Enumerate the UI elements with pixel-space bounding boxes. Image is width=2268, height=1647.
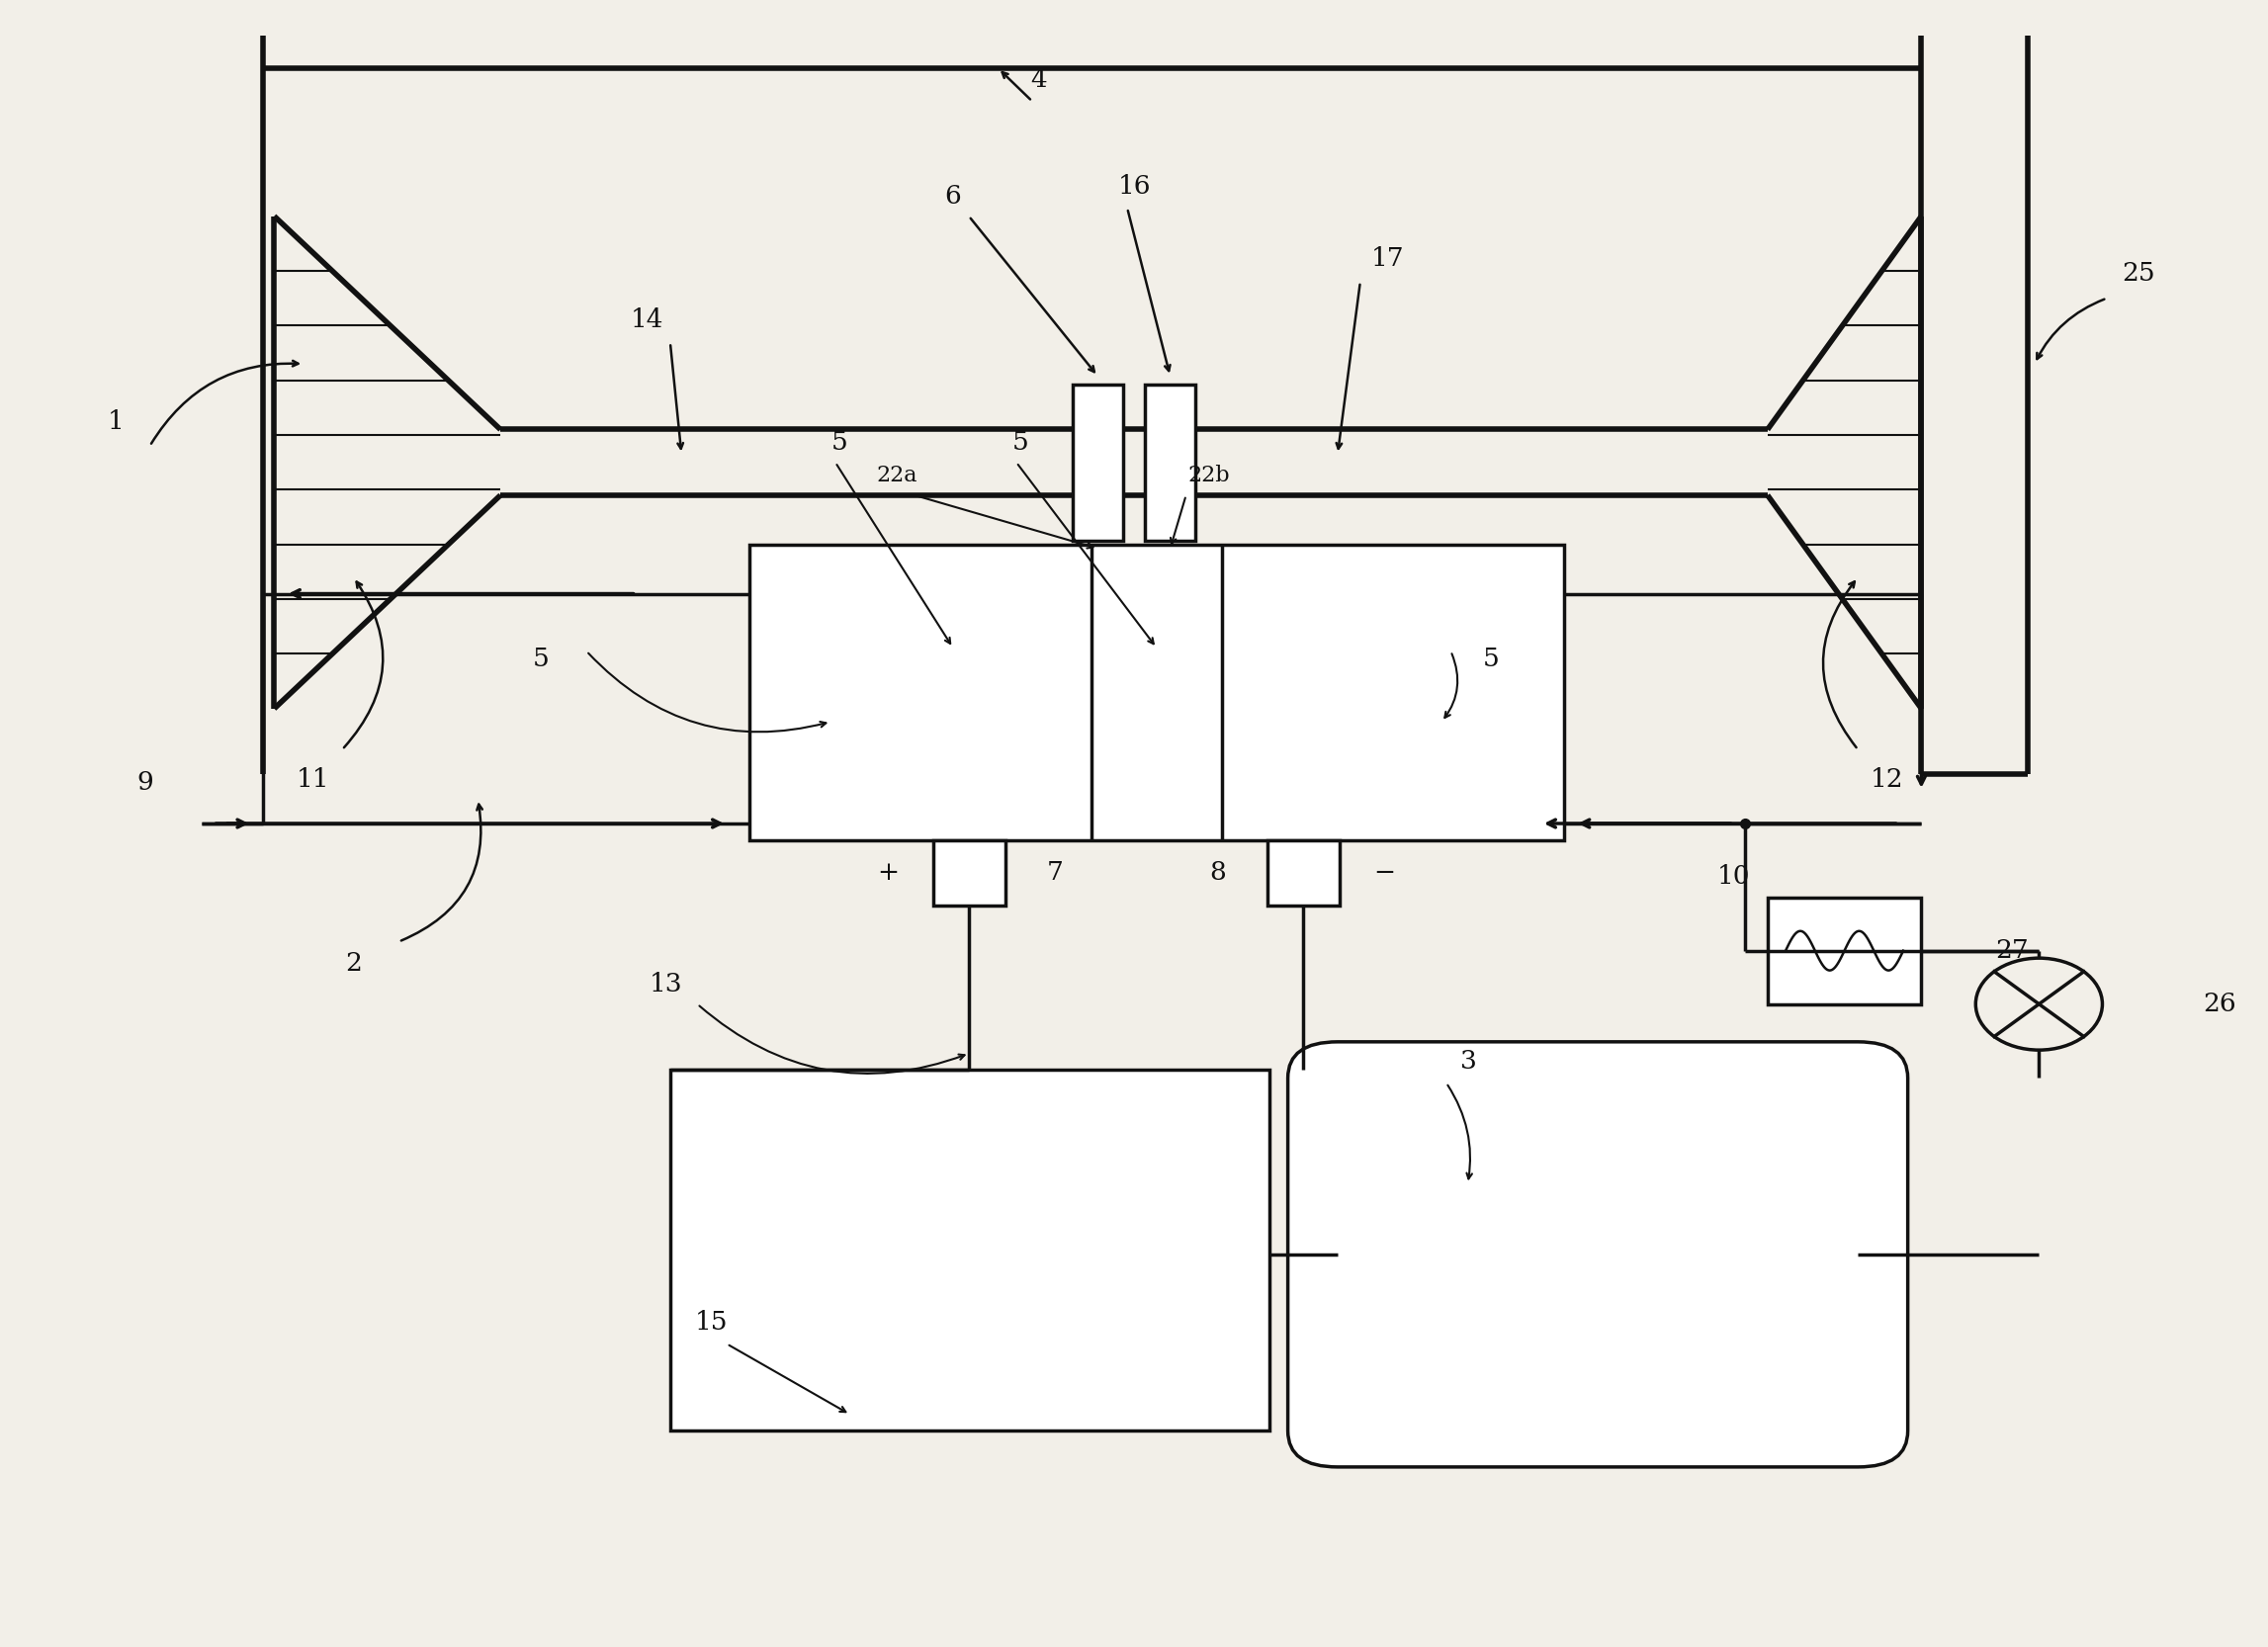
- Text: 4: 4: [1030, 68, 1048, 92]
- Bar: [932, 840, 1005, 906]
- Text: 9: 9: [136, 771, 154, 796]
- Bar: [669, 1069, 1270, 1431]
- Text: 16: 16: [1118, 175, 1150, 199]
- Bar: [1268, 840, 1340, 906]
- Text: 7: 7: [1048, 860, 1064, 884]
- Text: −: −: [1374, 860, 1395, 884]
- Text: 13: 13: [649, 972, 683, 996]
- Bar: [1767, 898, 1921, 1005]
- Text: 5: 5: [832, 430, 848, 455]
- Text: 5: 5: [533, 647, 549, 672]
- FancyBboxPatch shape: [1288, 1043, 1907, 1467]
- Bar: [1073, 384, 1123, 540]
- Bar: [1145, 384, 1195, 540]
- Text: 12: 12: [1871, 768, 1905, 792]
- Text: 22a: 22a: [875, 464, 916, 486]
- Text: 5: 5: [1012, 430, 1030, 455]
- Text: 11: 11: [297, 768, 329, 792]
- Text: 1: 1: [107, 408, 125, 433]
- Text: 8: 8: [1209, 860, 1225, 884]
- Text: 27: 27: [1996, 939, 2028, 963]
- Text: 6: 6: [946, 184, 962, 209]
- Text: 25: 25: [2123, 262, 2155, 287]
- Text: 3: 3: [1461, 1049, 1476, 1074]
- Text: 15: 15: [694, 1309, 728, 1334]
- Text: +: +: [878, 860, 898, 884]
- Text: 17: 17: [1370, 247, 1404, 272]
- Text: 10: 10: [1717, 863, 1751, 888]
- Text: 22b: 22b: [1188, 464, 1229, 486]
- Bar: [748, 545, 1565, 840]
- Text: 14: 14: [631, 308, 665, 333]
- Text: 5: 5: [1483, 647, 1499, 672]
- Text: 26: 26: [2204, 991, 2236, 1016]
- Text: 2: 2: [345, 950, 363, 975]
